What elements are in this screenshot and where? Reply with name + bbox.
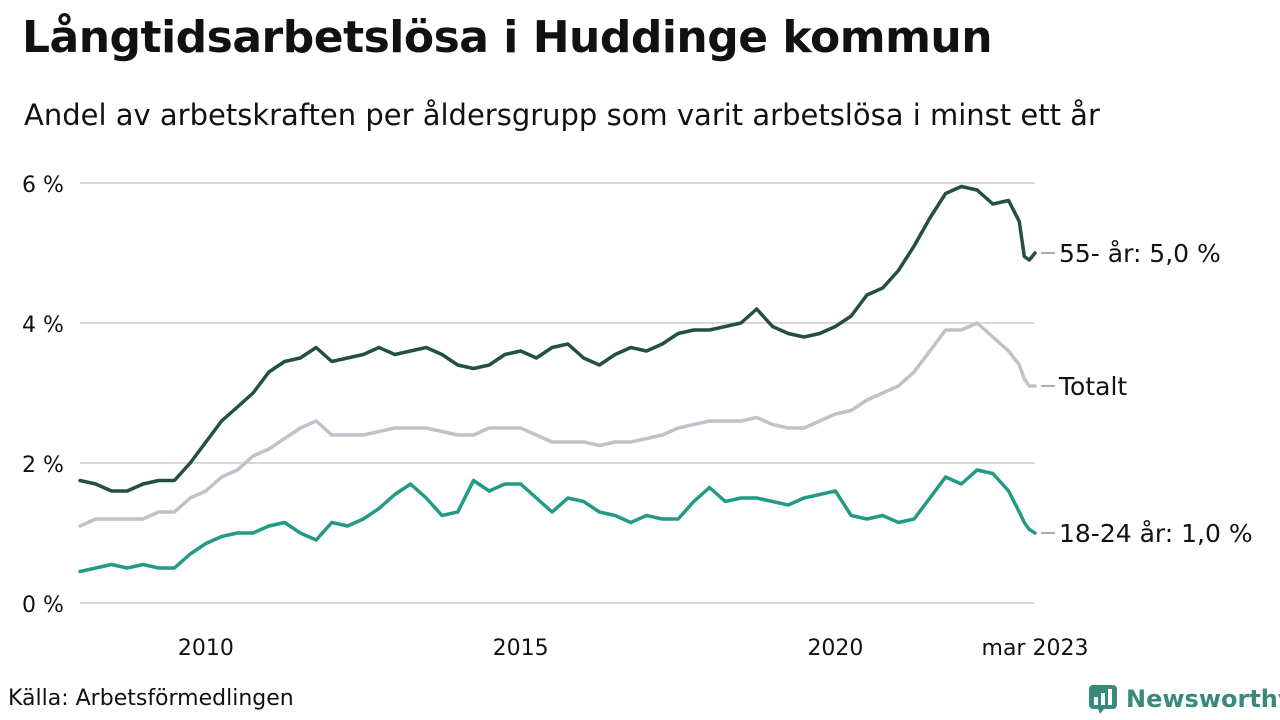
series-end-label: 18-24 år: 1,0 % [1059,519,1253,548]
chart-title: Långtidsarbetslösa i Huddinge kommun [22,12,993,63]
series-layer [78,184,1037,574]
source-note: Källa: Arbetsförmedlingen [8,686,294,711]
brand-logo[interactable]: Newsworthy [1088,684,1280,714]
label-layer: 0 % 2 % 4 % 6 % 2010 2015 2020 mar 2023 55- år: … [22,173,1253,661]
series-end-label: Totalt [1058,372,1127,401]
brand-name: Newsworthy [1126,685,1280,713]
y-tick-label: 4 % [22,313,64,338]
series-line [78,321,1037,528]
newsworthy-logo-icon [1089,685,1117,714]
series-line [78,468,1037,574]
y-tick-label: 2 % [22,453,64,478]
x-tick-label: mar 2023 [982,636,1089,661]
chart-subtitle: Andel av arbetskraften per åldersgrupp s… [24,98,1100,132]
y-tick-label: 6 % [22,173,64,198]
series-line [78,184,1037,493]
x-tick-label: 2010 [178,636,234,661]
y-tick-label: 0 % [22,593,64,618]
series-end-label: 55- år: 5,0 % [1059,239,1221,268]
grid-layer [80,182,1035,604]
x-tick-label: 2015 [493,636,549,661]
x-tick-label: 2020 [807,636,863,661]
